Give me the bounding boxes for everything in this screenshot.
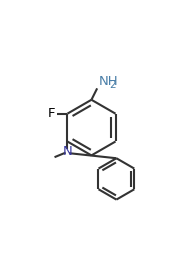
Text: 2: 2 bbox=[109, 80, 116, 90]
Text: N: N bbox=[63, 145, 72, 158]
Text: F: F bbox=[48, 107, 55, 120]
Text: NH: NH bbox=[99, 75, 118, 88]
